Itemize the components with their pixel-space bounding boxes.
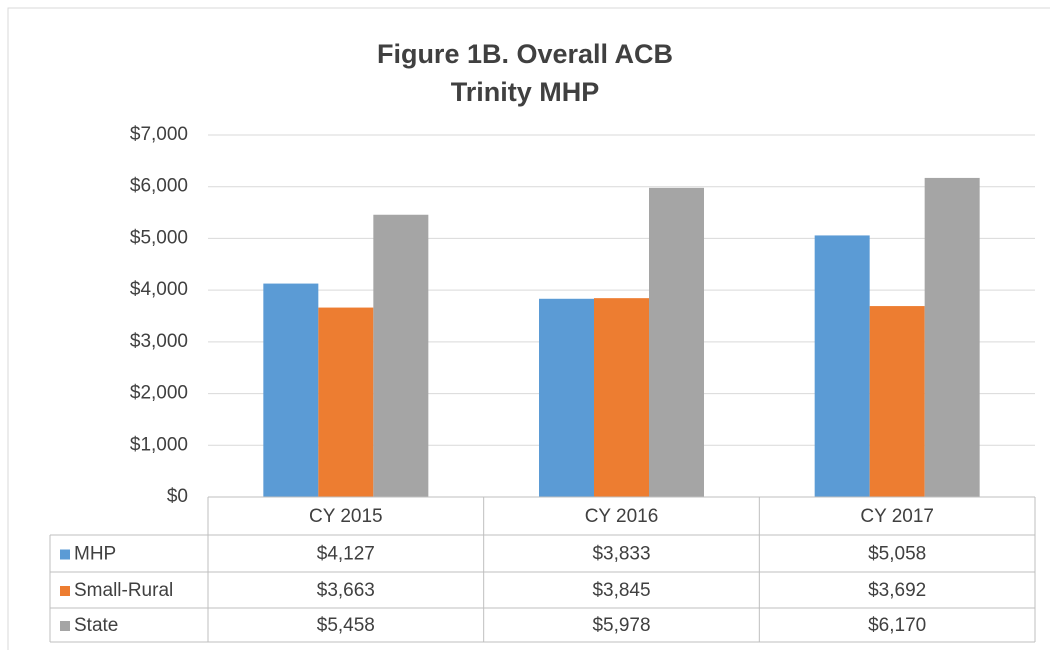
y-tick-label: $1,000 bbox=[130, 434, 188, 455]
x-tick-label: CY 2016 bbox=[585, 506, 659, 527]
legend-label: MHP bbox=[74, 544, 116, 565]
bar bbox=[263, 283, 319, 497]
y-tick-label: $0 bbox=[167, 486, 188, 507]
x-tick-label: CY 2015 bbox=[309, 506, 383, 527]
table-value: $4,127 bbox=[317, 544, 375, 565]
bar bbox=[373, 214, 429, 498]
legend-swatch bbox=[60, 621, 70, 631]
table-value: $3,833 bbox=[592, 544, 650, 565]
bar bbox=[814, 235, 870, 497]
table-value: $3,692 bbox=[868, 580, 926, 601]
table-value: $3,663 bbox=[317, 580, 375, 601]
y-tick-label: $7,000 bbox=[130, 124, 188, 145]
bar bbox=[539, 298, 594, 497]
x-tick-label: CY 2017 bbox=[860, 506, 934, 527]
bar bbox=[924, 177, 980, 497]
bar bbox=[594, 298, 649, 497]
chart-title: Figure 1B. Overall ACB bbox=[377, 39, 673, 69]
y-tick-label: $6,000 bbox=[130, 176, 188, 197]
table-value: $3,845 bbox=[592, 580, 650, 601]
legend-swatch bbox=[60, 586, 70, 596]
chart-frame bbox=[7, 7, 1050, 650]
y-tick-label: $2,000 bbox=[130, 383, 188, 404]
table-value: $6,170 bbox=[868, 615, 926, 636]
chart-subtitle: Trinity MHP bbox=[451, 77, 600, 107]
legend-label: Small-Rural bbox=[74, 580, 173, 601]
y-tick-label: $4,000 bbox=[130, 279, 188, 300]
table-value: $5,978 bbox=[592, 615, 650, 636]
bar bbox=[869, 306, 925, 497]
y-tick-label: $3,000 bbox=[130, 331, 188, 352]
bar bbox=[318, 307, 374, 497]
legend-label: State bbox=[74, 615, 118, 636]
y-tick-label: $5,000 bbox=[130, 227, 188, 248]
table-value: $5,458 bbox=[317, 615, 375, 636]
legend-swatch bbox=[60, 549, 70, 560]
bar bbox=[649, 187, 704, 498]
table-value: $5,058 bbox=[868, 544, 926, 565]
